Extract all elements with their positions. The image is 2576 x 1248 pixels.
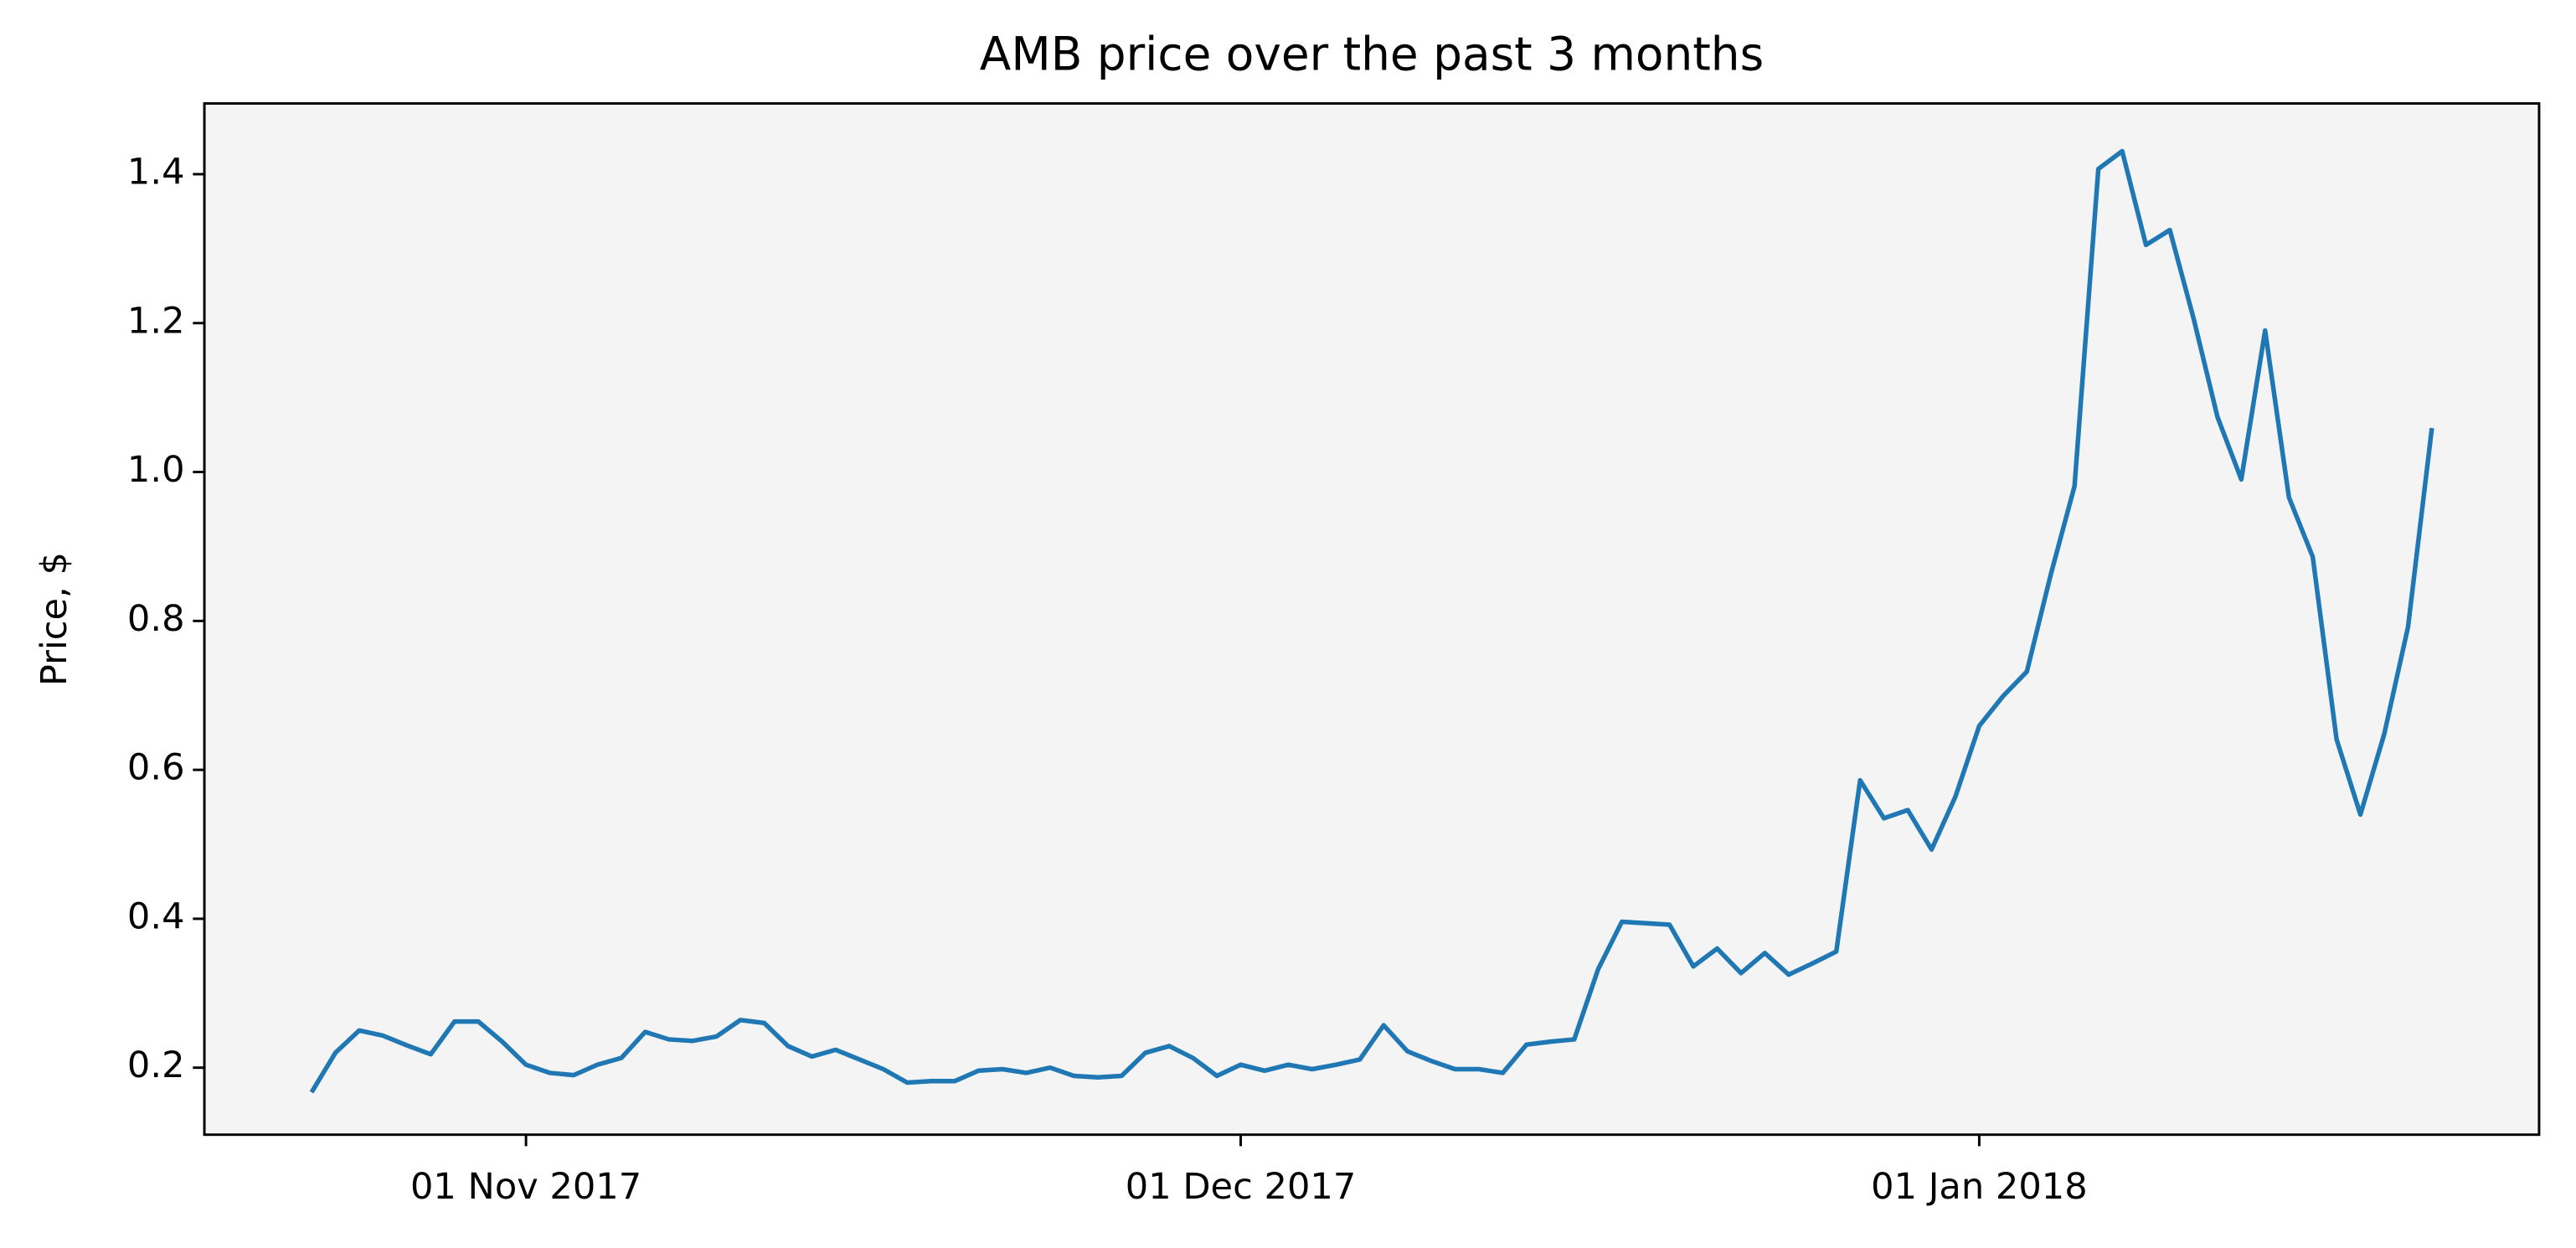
price-line — [309, 148, 2434, 1094]
y-tick-label: 1.0 — [127, 449, 185, 491]
y-tick-label: 1.4 — [127, 151, 185, 193]
x-tick-label: 01 Nov 2017 — [410, 1166, 641, 1208]
chart-title: AMB price over the past 3 months — [980, 28, 1764, 81]
y-tick-label: 0.6 — [127, 747, 185, 789]
x-tick-label: 01 Dec 2017 — [1126, 1166, 1357, 1208]
y-tick-label: 1.2 — [127, 300, 185, 342]
y-tick-label: 0.2 — [127, 1044, 185, 1086]
y-tick-label: 0.8 — [127, 598, 185, 640]
plot-frame — [203, 102, 2541, 1137]
x-tick-label: 01 Jan 2018 — [1871, 1166, 2088, 1208]
plot-background — [204, 103, 2539, 1135]
y-axis-label: Price, $ — [33, 552, 75, 686]
y-tick-label: 0.4 — [127, 895, 185, 937]
